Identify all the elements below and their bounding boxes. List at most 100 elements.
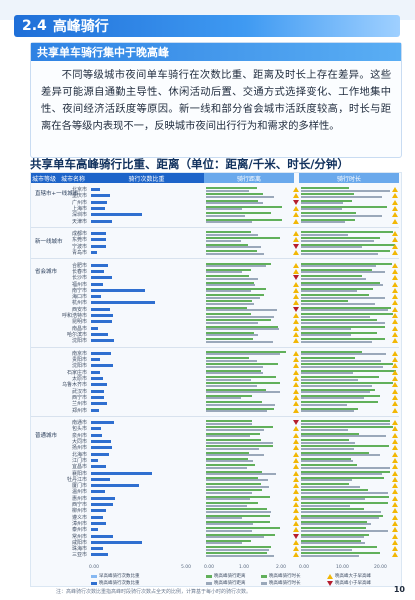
share-bar [91,465,106,469]
share-bar [91,421,115,425]
distance-bar [206,441,274,444]
city-label: 南宁市 [71,287,87,294]
share-bar [91,269,105,273]
triangle-up-icon [293,193,299,199]
chart-heading: 共享单车高峰骑行比重、距离（单位：距离/千米、时长/分钟） [30,157,349,171]
distance-bar [206,410,267,412]
triangle-up-icon [392,363,398,369]
city-label: 泉州市 [71,432,87,439]
distance-bar [206,473,277,475]
distance-bar [206,252,265,255]
duration-bar [301,199,352,202]
section-heading: 高峰骑行 [52,19,109,35]
city-label: 柳州市 [71,508,87,515]
distance-bar [206,300,253,303]
city-label: 江门市 [71,457,87,464]
triangle-up-icon [293,445,299,451]
share-bar [91,515,104,519]
triangle-up-icon [392,325,398,331]
triangle-up-icon [293,495,299,501]
duration-bar [301,498,366,501]
distance-bar [206,426,273,429]
triangle-up-icon [293,451,299,457]
triangle-up-icon [392,350,398,356]
city-label: 长沙市 [71,275,87,282]
share-bar [91,471,152,475]
share-bar [91,263,108,267]
axis-duration-0: 0.00 [299,565,310,570]
share-bar [91,282,104,286]
triangle-up-icon [392,281,398,287]
summary-box-body: 不同等级城市夜间单车骑行在次数比重、距离及时长上存在差异。这些差异可能源自通勤主… [41,69,391,132]
duration-bar [301,233,349,236]
triangle-down-icon [293,420,299,426]
city-label: 西宁市 [71,502,87,508]
share-bar [91,452,109,456]
distance-bar [206,246,261,249]
distance-bar [206,363,279,366]
duration-bar [301,447,354,450]
header-share: 骑行次数比重 [89,173,204,183]
legend-swatch [261,581,267,585]
page-number: 10 [393,585,405,594]
distance-bar [206,239,242,242]
duration-bar [301,489,369,492]
duration-bar [301,523,371,526]
group-separator [31,226,399,228]
distance-bar [206,357,249,360]
triangle-up-icon [392,193,398,199]
duration-bar [301,357,355,360]
duration-bar [301,218,356,221]
duration-bar [301,464,358,467]
duration-bar [301,432,360,435]
triangle-up-icon [392,306,398,312]
triangle-up-icon [293,363,299,369]
share-bar [91,408,100,412]
share-bar [91,521,106,525]
distance-bar [206,552,268,555]
duration-bar [301,372,354,375]
axis-duration-1: 10.00 [336,565,349,570]
duration-bar [301,508,364,511]
distance-bar [206,483,261,486]
duration-bar [301,397,364,400]
duration-bar [301,407,358,410]
legend-duration-b: 晚高峰骑行时长 [261,580,301,586]
distance-bar [206,451,250,454]
city-label: 上海市 [71,205,87,212]
distance-bar [206,212,271,215]
triangle-up-icon [392,407,398,413]
share-bar [91,484,139,488]
distance-bar [206,319,271,322]
city-label: 南京市 [71,350,87,357]
triangle-up-icon [293,457,299,463]
triangle-up-icon [293,470,299,476]
legend-label: 晚高峰骑行时长 [269,581,301,586]
distance-bar [206,384,258,387]
share-bar [91,238,107,242]
duration-bar [301,504,351,507]
duration-bar [301,514,384,517]
triangle-up-icon [293,508,299,514]
city-label: 太原市 [71,376,87,382]
city-label: 昆明市 [71,319,87,326]
duration-bar [301,195,382,198]
duration-bar [301,457,351,460]
duration-bar [301,454,380,457]
duration-bar [301,250,390,252]
header-duration: 骑行时长 [299,173,399,183]
axis-distance-0: 0.00 [204,565,215,570]
duration-bar [301,470,391,473]
triangle-up-icon [392,457,398,463]
triangle-up-icon [392,376,398,381]
distance-bar [206,428,264,431]
city-label: 福州市 [71,281,87,288]
share-bar [91,496,115,500]
duration-bar [301,325,385,328]
triangle-up-icon [293,231,299,237]
distance-bar [206,313,252,315]
axis-duration-2: 20.00 [374,565,387,570]
duration-bar [301,554,360,557]
share-bar [91,301,155,305]
triangle-down-icon [293,533,299,539]
